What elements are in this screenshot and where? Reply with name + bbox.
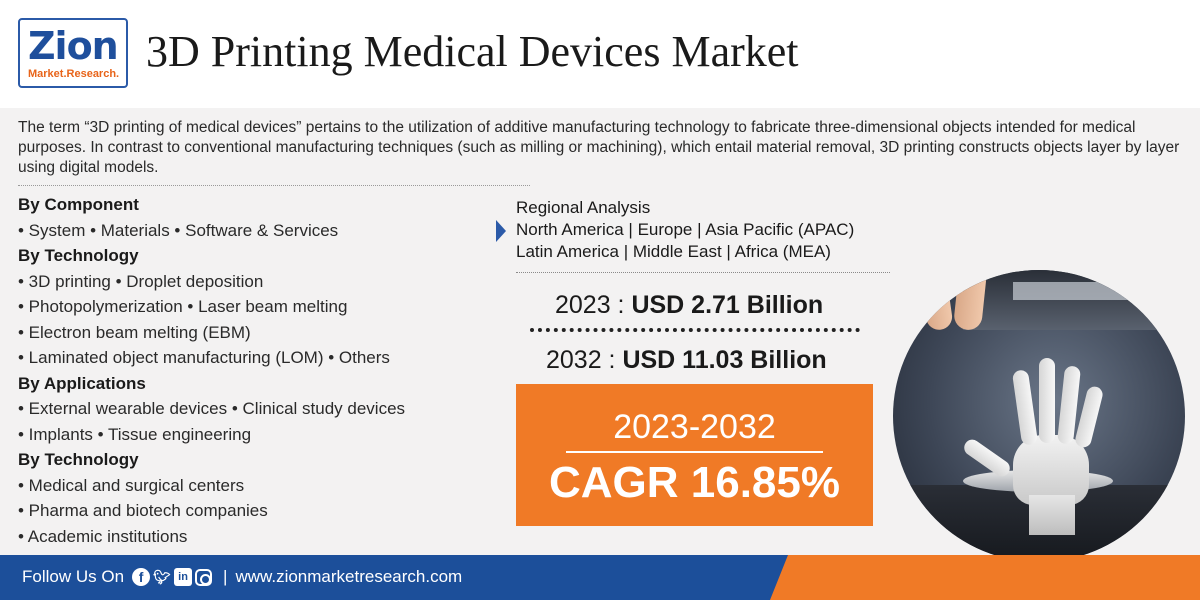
finger — [1039, 358, 1055, 443]
cagr-value: CAGR 16.85% — [548, 458, 840, 507]
cagr-divider — [566, 451, 823, 453]
regional-line-1: North America | Europe | Asia Pacific (A… — [516, 220, 855, 239]
segment-heading: By Technology — [18, 246, 139, 265]
play-arrow-icon — [496, 220, 506, 242]
twitter-icon[interactable]: 🐦︎ — [153, 569, 171, 585]
segment-item: • Photopolymerization • Laser beam melti… — [18, 297, 348, 316]
segment-item: • Laminated object manufacturing (LOM) •… — [18, 348, 390, 367]
footer-bar: Follow Us On f 🐦︎ in | www.zionmarketres… — [22, 567, 462, 587]
website-link[interactable]: www.zionmarketresearch.com — [235, 567, 463, 586]
footer-accent — [770, 555, 1200, 600]
finger — [1073, 384, 1105, 450]
segment-heading: By Technology — [18, 450, 139, 469]
printed-hand — [951, 340, 1131, 535]
finger — [1011, 369, 1039, 446]
segmentation-list: By Component • System • Materials • Softw… — [18, 192, 498, 549]
logo-subtitle: Market.Research. — [28, 68, 120, 80]
value-label: USD 2.71 Billion — [631, 291, 824, 319]
segment-item: • External wearable devices • Clinical s… — [18, 399, 406, 418]
separator: | — [223, 567, 228, 586]
year-label: 2032 : — [546, 346, 623, 374]
segment-heading: By Component — [18, 195, 139, 214]
logo-wordmark: Zion — [28, 24, 119, 68]
segment-item: • 3D printing • Droplet deposition — [18, 271, 264, 291]
segment-item: • Pharma and biotech companies — [18, 501, 268, 520]
year-label: 2023 : — [555, 291, 632, 319]
zion-logo[interactable]: Zion Market.Research. — [18, 18, 128, 88]
cagr-period: 2023-2032 — [613, 408, 776, 446]
segment-item: • System • Materials • Software & Servic… — [18, 220, 339, 240]
market-value-2023: 2023 : USD 2.71 Billion — [555, 291, 823, 320]
instagram-icon[interactable] — [195, 568, 213, 586]
page-title: 3D Printing Medical Devices Market — [146, 27, 799, 76]
linkedin-icon[interactable]: in — [174, 568, 193, 586]
segment-item: • Electron beam melting (EBM) — [18, 322, 251, 342]
regional-analysis: Regional Analysis North America | Europe… — [496, 198, 896, 278]
divider — [18, 185, 530, 186]
thumb — [961, 436, 1013, 480]
segment-heading: By Applications — [18, 373, 146, 393]
regional-title: Regional Analysis — [516, 198, 651, 217]
divider — [516, 272, 890, 273]
regional-line-2: Latin America | Middle East | Africa (ME… — [516, 242, 831, 261]
printer-head — [963, 270, 1173, 330]
header: Zion Market.Research. 3D Printing Medica… — [0, 0, 1200, 108]
value-label: USD 11.03 Billion — [622, 346, 827, 374]
3d-printed-hand-photo — [893, 270, 1185, 562]
cagr-box: 2023-2032 CAGR 16.85% — [516, 384, 873, 526]
printer-label — [1013, 282, 1153, 300]
palm — [1013, 435, 1089, 505]
dotted-divider — [530, 328, 860, 332]
market-value-2032: 2032 : USD 11.03 Billion — [546, 346, 827, 375]
wrist — [1029, 495, 1075, 535]
facebook-icon[interactable]: f — [132, 568, 151, 586]
intro-paragraph: The term “3D printing of medical devices… — [18, 119, 1180, 176]
segment-item: • Medical and surgical centers — [18, 475, 245, 495]
segment-item: • Academic institutions — [18, 526, 188, 546]
follow-label: Follow Us On — [22, 567, 125, 586]
footer: Follow Us On f 🐦︎ in | www.zionmarketres… — [0, 555, 1200, 600]
segment-item: • Implants • Tissue engineering — [18, 424, 252, 444]
